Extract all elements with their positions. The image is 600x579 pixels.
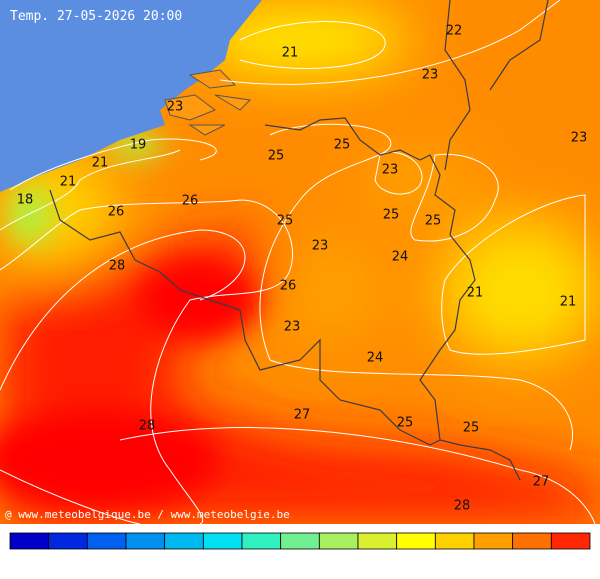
contour-label: 25 [463,421,480,436]
scale-swatch [357,532,398,550]
contour-label: 23 [312,239,329,254]
scale-swatch [9,532,50,550]
contour-label: 24 [367,351,384,366]
contour-label: 25 [397,416,414,431]
contour-label: 25 [334,138,351,153]
contour-label: 28 [139,419,156,434]
contour-label: 25 [425,214,442,229]
contour-label: 19 [130,138,147,153]
contour-label: 21 [60,175,77,190]
scale-swatch [512,532,552,550]
contour-label: 26 [108,205,125,220]
scale-swatch [318,532,359,550]
contour-label: 23 [382,163,399,178]
scale-swatch [396,532,436,550]
contour-label: 26 [182,194,199,209]
scale-swatch [241,532,282,550]
scale-swatch [473,532,514,550]
contour-label: 23 [167,100,184,115]
contour-label: 26 [280,279,297,294]
scale-swatch [86,532,127,550]
contour-label: 18 [17,193,34,208]
contour-label: 27 [294,408,311,423]
contour-label: 24 [392,250,409,265]
contour-labels: 21 22 23 23 23 19 25 21 25 23 21 18 26 26 25 25 25 23 24 28… [17,24,588,514]
scale-swatch [164,532,204,550]
color-scale [9,532,591,550]
contour-label: 27 [533,475,550,490]
scale-swatch [202,532,243,550]
scale-swatch [280,532,320,550]
contour-label: 25 [383,208,400,223]
contour-label: 23 [284,320,301,335]
credit: @ www.meteobelgique.be / www.meteobelgie… [5,508,290,521]
map-title: Temp. 27-05-2026 20:00 [10,9,182,24]
contour-label: 25 [268,149,285,164]
contour-label: 25 [277,214,294,229]
contour-label: 21 [560,295,577,310]
contour-label: 28 [454,499,471,514]
contour-label: 22 [446,24,463,39]
temperature-field [0,0,600,524]
scale-swatch [125,532,166,550]
scale-swatch [48,532,88,550]
contour-label: 21 [92,156,109,171]
contour-label: 21 [282,46,299,61]
contour-label: 23 [571,131,588,146]
contour-label: 21 [467,286,484,301]
contour-label: 23 [422,68,439,83]
contour-label: 28 [109,259,126,274]
scale-swatch [434,532,475,550]
scale-swatch [550,532,591,550]
